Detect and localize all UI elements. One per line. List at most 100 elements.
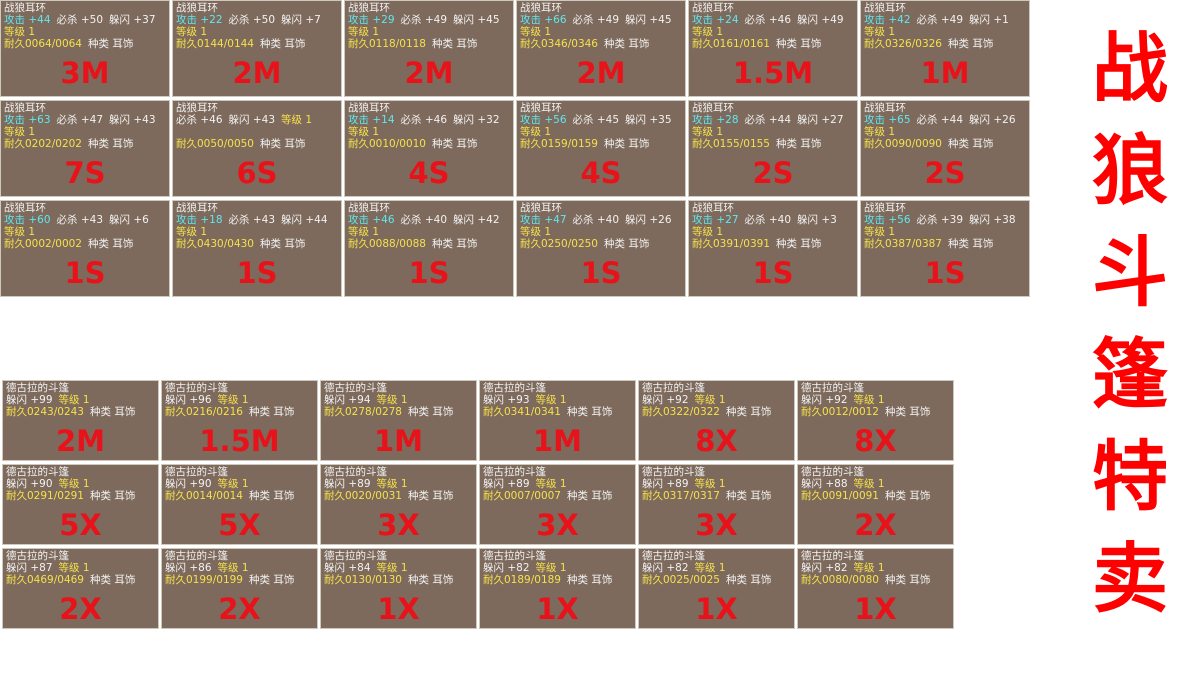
stat: 躲闪 +90 <box>6 478 53 490</box>
stat: 躲闪 +7 <box>281 14 321 26</box>
item-tile: 战狼耳环 攻击 +63 必杀 +47 躲闪 +43 等级 1 耐久0202/0202 种类 … <box>0 100 170 197</box>
stat: 耐久0243/0243 <box>6 406 84 418</box>
stat-row: 躲闪 +87 等级 1 <box>6 562 155 574</box>
item-tile: 德古拉的斗篷 躲闪 +82 等级 1 耐久0189/0189 种类 耳饰 1X <box>479 548 636 629</box>
stat: 等级 1 <box>217 394 249 406</box>
stat: 躲闪 +38 <box>969 214 1016 226</box>
stat: 种类 耳饰 <box>87 38 134 50</box>
stat-row: 躲闪 +90 等级 1 <box>6 478 155 490</box>
stat: 躲闪 +84 <box>324 562 371 574</box>
stat: 等级 1 <box>348 126 380 138</box>
stat-row: 攻击 +18 必杀 +43 躲闪 +44 <box>176 214 338 226</box>
stat-row: 耐久0002/0002 种类 耳饰 <box>4 238 166 250</box>
stat: 种类 耳饰 <box>407 574 454 586</box>
stat-row: 等级 1 <box>692 226 854 238</box>
stat: 种类 耳饰 <box>603 38 650 50</box>
stat-row: 等级 1 <box>864 226 1026 238</box>
item-tile: 战狼耳环 攻击 +28 必杀 +44 躲闪 +27 等级 1 耐久0155/0155 种类 … <box>688 100 858 197</box>
stat: 等级 1 <box>853 562 885 574</box>
stat-row: 耐久0118/0118 种类 耳饰 <box>348 38 510 50</box>
item-name: 战狼耳环 <box>864 2 906 14</box>
stat: 躲闪 +86 <box>165 562 212 574</box>
stat: 种类 耳饰 <box>89 490 136 502</box>
stat: 攻击 +27 <box>692 214 739 226</box>
stat-row: 耐久0080/0080 种类 耳饰 <box>801 574 950 586</box>
stat: 攻击 +29 <box>348 14 395 26</box>
price: 1M <box>532 424 583 458</box>
stat: 种类 耳饰 <box>566 490 613 502</box>
item-tile: 战狼耳环 攻击 +44 必杀 +50 躲闪 +37 等级 1 耐久0064/0064 种类 … <box>0 0 170 97</box>
stat: 等级 1 <box>4 126 36 138</box>
stat-row: 躲闪 +88 等级 1 <box>801 478 950 490</box>
item-tile: 德古拉的斗篷 躲闪 +94 等级 1 耐久0278/0278 种类 耳饰 1M <box>320 380 477 461</box>
stat: 种类 耳饰 <box>775 238 822 250</box>
stat: 攻击 +14 <box>348 114 395 126</box>
item-name: 战狼耳环 <box>176 2 218 14</box>
stat: 耐久0387/0387 <box>864 238 942 250</box>
stat-row: 耐久0091/0091 种类 耳饰 <box>801 490 950 502</box>
stat: 种类 耳饰 <box>725 574 772 586</box>
stat-row: 等级 1 <box>864 26 1026 38</box>
stat: 耐久0130/0130 <box>324 574 402 586</box>
stat: 躲闪 +26 <box>625 214 672 226</box>
stat: 攻击 +42 <box>864 14 911 26</box>
stat: 等级 1 <box>692 126 724 138</box>
stat: 躲闪 +3 <box>797 214 837 226</box>
stat-row: 攻击 +46 必杀 +40 躲闪 +42 <box>348 214 510 226</box>
stat: 种类 耳饰 <box>87 238 134 250</box>
stat: 攻击 +22 <box>176 14 223 26</box>
stat: 躲闪 +89 <box>483 478 530 490</box>
stat: 等级 1 <box>520 26 552 38</box>
stat: 耐久0002/0002 <box>4 238 82 250</box>
item-tile: 战狼耳环 攻击 +29 必杀 +49 躲闪 +45 等级 1 耐久0118/0118 种类 … <box>344 0 514 97</box>
price: 1X <box>695 592 738 626</box>
stat: 耐久0326/0326 <box>864 38 942 50</box>
item-tile: 战狼耳环 攻击 +47 必杀 +40 躲闪 +26 等级 1 耐久0250/0250 种类 … <box>516 200 686 297</box>
item-tile: 德古拉的斗篷 躲闪 +86 等级 1 耐久0199/0199 种类 耳饰 2X <box>161 548 318 629</box>
stat-row: 躲闪 +89 等级 1 <box>483 478 632 490</box>
stat: 攻击 +44 <box>4 14 51 26</box>
price: 1.5M <box>732 56 814 90</box>
stat: 种类 耳饰 <box>431 238 478 250</box>
stat: 种类 耳饰 <box>884 490 931 502</box>
stat-row <box>176 126 338 138</box>
price: 1S <box>408 256 450 290</box>
stat-row: 等级 1 <box>4 226 166 238</box>
item-tile: 战狼耳环 攻击 +65 必杀 +44 躲闪 +26 等级 1 耐久0090/0090 种类 … <box>860 100 1030 197</box>
stat-row: 等级 1 <box>348 26 510 38</box>
price: 2M <box>404 56 454 90</box>
item-tile: 德古拉的斗篷 躲闪 +89 等级 1 耐久0317/0317 种类 耳饰 3X <box>638 464 795 545</box>
stat-row: 耐久0199/0199 种类 耳饰 <box>165 574 314 586</box>
stat-row: 耐久0161/0161 种类 耳饰 <box>692 38 854 50</box>
stat-row: 躲闪 +99 等级 1 <box>6 394 155 406</box>
stat-row: 耐久0130/0130 种类 耳饰 <box>324 574 473 586</box>
stat-row: 等级 1 <box>348 126 510 138</box>
stat-row: 等级 1 <box>520 26 682 38</box>
stat: 必杀 +39 <box>916 214 964 226</box>
stat: 必杀 +43 <box>228 214 276 226</box>
item-name: 战狼耳环 <box>4 202 46 214</box>
stat-row: 攻击 +44 必杀 +50 躲闪 +37 <box>4 14 166 26</box>
item-tile: 战狼耳环 攻击 +60 必杀 +43 躲闪 +6 等级 1 耐久0002/0002 种类 耳… <box>0 200 170 297</box>
stat: 种类 耳饰 <box>947 138 994 150</box>
stat: 等级 1 <box>520 226 552 238</box>
item-tile: 德古拉的斗篷 躲闪 +87 等级 1 耐久0469/0469 种类 耳饰 2X <box>2 548 159 629</box>
stat: 种类 耳饰 <box>407 406 454 418</box>
price: 1X <box>536 592 579 626</box>
stat-row: 躲闪 +92 等级 1 <box>642 394 791 406</box>
item-name: 战狼耳环 <box>348 202 390 214</box>
stat-row: 攻击 +66 必杀 +49 躲闪 +45 <box>520 14 682 26</box>
stat-row: 躲闪 +93 等级 1 <box>483 394 632 406</box>
stat-row: 等级 1 <box>692 26 854 38</box>
stat: 耐久0090/0090 <box>864 138 942 150</box>
sale-title: 战狼斗篷特卖 <box>1079 28 1168 640</box>
item-name: 德古拉的斗篷 <box>324 382 387 394</box>
price: 4S <box>580 156 622 190</box>
item-name: 德古拉的斗篷 <box>483 466 546 478</box>
stat: 必杀 +40 <box>744 214 792 226</box>
stat: 耐久0391/0391 <box>692 238 770 250</box>
stat: 等级 1 <box>864 226 896 238</box>
item-name: 战狼耳环 <box>4 2 46 14</box>
item-tile: 德古拉的斗篷 躲闪 +88 等级 1 耐久0091/0091 种类 耳饰 2X <box>797 464 954 545</box>
price: 5X <box>218 508 261 542</box>
